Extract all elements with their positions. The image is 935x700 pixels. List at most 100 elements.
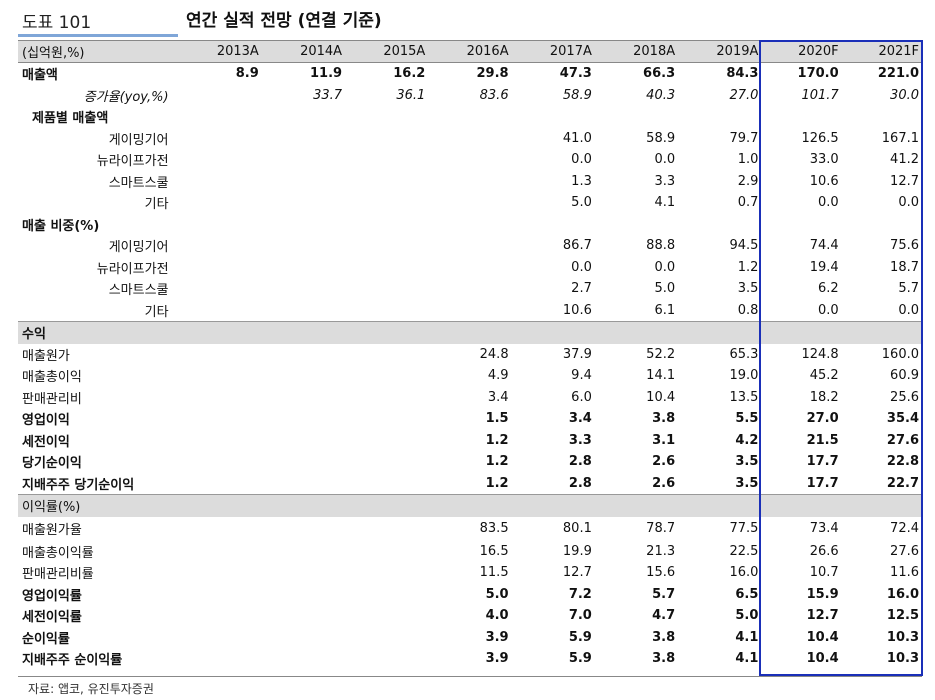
cell-value: 2.6 — [652, 475, 676, 491]
cell-value: 12.7 — [562, 565, 592, 581]
table-row: 매출액 8.9 11.9 16.2 29.8 47.3 66.3 84.3 170.0 221.0 — [18, 63, 922, 85]
cell-value — [761, 494, 842, 517]
cell-value: 0.0 — [898, 302, 919, 318]
cell-value: 5.0 — [735, 608, 759, 624]
row-label: 매출원가 — [22, 348, 70, 364]
cell-value: 22.7 — [886, 475, 919, 491]
cell-value: 45.2 — [809, 368, 839, 384]
cell-value: 47.3 — [559, 66, 592, 82]
cell-value — [594, 321, 679, 344]
cell-value — [595, 106, 678, 128]
cell-value — [345, 605, 428, 627]
cell-value: 27.0 — [729, 87, 759, 103]
cell-value — [428, 128, 511, 150]
cell-value: 5.5 — [735, 411, 759, 427]
cell-value — [678, 106, 761, 128]
cell-value: 65.3 — [729, 346, 759, 362]
row-label: 기타 — [144, 197, 169, 213]
earnings-table: (십억원,%) 2013A 2014A 2015A 2016A 2017A 20… — [18, 40, 922, 670]
column-header: 2021F — [841, 40, 922, 63]
row-label: 게이밍기어 — [108, 240, 169, 256]
cell-value — [179, 473, 262, 495]
cell-value: 10.3 — [886, 629, 919, 645]
cell-value — [178, 494, 262, 517]
cell-value — [179, 128, 262, 150]
cell-value: 83.5 — [479, 521, 509, 536]
cell-value: 19.9 — [562, 543, 592, 559]
cell-value — [262, 387, 345, 409]
cell-value — [345, 171, 428, 193]
cell-value: 3.9 — [485, 629, 509, 645]
cell-value — [262, 235, 345, 257]
table-row: 스마트스쿨 1.3 3.3 2.9 10.6 12.7 — [18, 171, 922, 193]
cell-value — [179, 605, 262, 627]
cell-value: 6.2 — [817, 281, 839, 297]
cell-value — [345, 344, 428, 366]
cell-value: 0.0 — [817, 195, 839, 211]
cell-value — [345, 627, 428, 649]
cell-value — [428, 494, 512, 517]
table-row: 스마트스쿨 2.7 5.0 3.5 6.2 5.7 — [18, 278, 922, 300]
cell-value — [428, 192, 511, 214]
cell-value — [179, 562, 262, 584]
cell-value — [345, 473, 428, 495]
cell-value: 2.8 — [568, 475, 592, 491]
table-row: 뉴라이프가전 0.0 0.0 1.2 19.4 18.7 — [18, 257, 922, 279]
cell-value — [262, 648, 345, 670]
table-row: 영업이익 1.5 3.4 3.8 5.5 27.0 35.4 — [18, 408, 922, 430]
cell-value — [179, 278, 262, 300]
cell-value: 1.5 — [485, 411, 509, 427]
cell-value — [179, 300, 262, 322]
cell-value — [262, 257, 345, 279]
table-row: 세전이익 1.2 3.3 3.1 4.2 21.5 27.6 — [18, 430, 922, 452]
row-label: 세전이익 — [22, 434, 70, 450]
cell-value: 5.7 — [898, 281, 919, 297]
cell-value: 3.9 — [485, 651, 509, 667]
table-row: 지배주주 당기순이익 1.2 2.8 2.6 3.5 17.7 22.7 — [18, 473, 922, 495]
row-label: 당기순이익 — [22, 456, 82, 472]
cell-value — [261, 494, 346, 517]
table-row: 당기순이익 1.2 2.8 2.6 3.5 17.7 22.8 — [18, 451, 922, 473]
cell-value: 52.2 — [646, 346, 676, 362]
cell-value — [179, 365, 262, 387]
table-row: 기타 10.6 6.1 0.8 0.0 0.0 — [18, 300, 922, 322]
cell-value — [179, 214, 262, 236]
cell-value: 6.0 — [571, 389, 592, 405]
cell-value: 1.2 — [737, 259, 759, 275]
cell-value: 41.2 — [890, 152, 919, 168]
column-header: 2017A — [511, 40, 595, 63]
cell-value — [262, 106, 345, 128]
row-label: 게이밍기어 — [108, 132, 169, 148]
cell-value: 11.5 — [479, 565, 509, 581]
cell-value — [345, 321, 429, 344]
cell-value: 3.3 — [568, 432, 592, 448]
cell-value: 0.0 — [571, 259, 592, 275]
cell-value: 0.0 — [571, 152, 592, 168]
cell-value: 3.4 — [487, 389, 509, 405]
cell-value: 33.0 — [809, 152, 839, 168]
cell-value: 170.0 — [797, 66, 839, 82]
cell-value: 30.0 — [890, 87, 919, 103]
cell-value: 124.8 — [801, 346, 839, 362]
cell-value — [678, 494, 762, 517]
row-label: 스마트스쿨 — [108, 175, 169, 191]
table-row: 지배주주 순이익률 3.9 5.9 3.8 4.1 10.4 10.3 — [18, 648, 922, 670]
cell-value: 11.6 — [890, 565, 919, 581]
cell-value: 16.2 — [393, 66, 426, 82]
cell-value: 12.7 — [890, 173, 919, 189]
cell-value: 84.3 — [726, 66, 759, 82]
table-row: 매출원가 24.8 37.9 52.2 65.3 124.8 160.0 — [18, 344, 922, 366]
cell-value — [761, 106, 841, 128]
cell-value: 3.8 — [652, 651, 676, 667]
cell-value: 6.5 — [735, 586, 759, 602]
table-row: 증가율(yoy,%) 33.7 36.1 83.6 58.9 40.3 27.0 101.7 3… — [18, 85, 922, 107]
cell-value: 1.2 — [485, 454, 509, 470]
table-row: 이익률(%) — [18, 494, 922, 517]
cell-value — [345, 214, 428, 236]
cell-value: 8.9 — [235, 66, 259, 82]
cell-value: 4.1 — [654, 195, 676, 211]
cell-value — [179, 85, 262, 107]
cell-value: 21.5 — [806, 432, 839, 448]
cell-value: 2.8 — [568, 454, 592, 470]
cell-value — [842, 106, 922, 128]
